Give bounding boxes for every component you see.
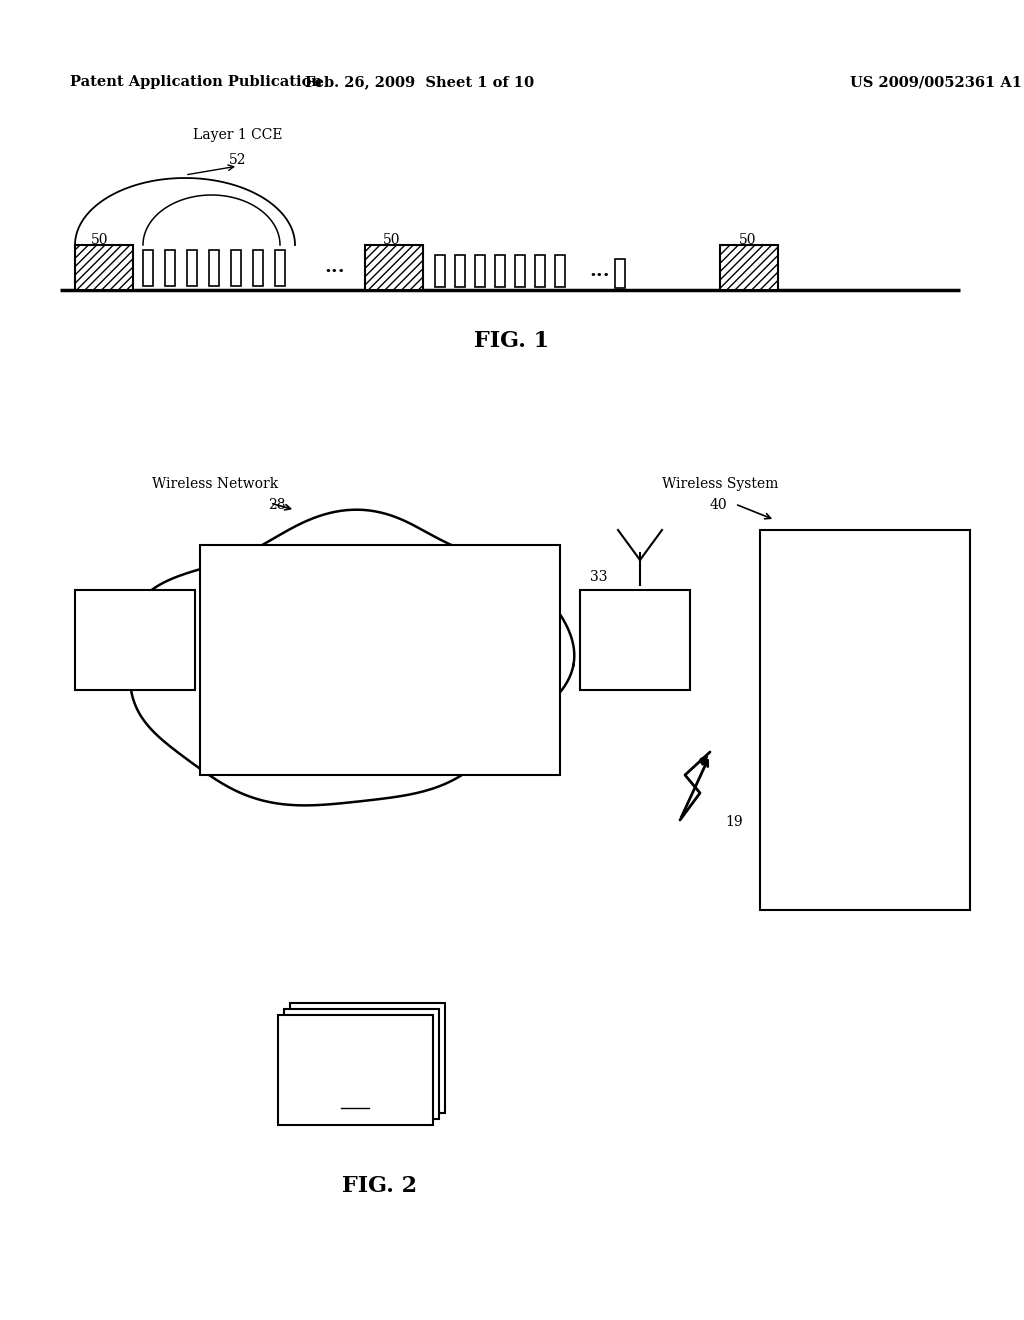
Text: Radio: Radio: [845, 756, 886, 771]
Text: 40: 40: [710, 498, 728, 512]
Text: Wireless System: Wireless System: [662, 477, 778, 491]
Text: 50: 50: [739, 234, 757, 247]
Bar: [165, 249, 175, 286]
Bar: [515, 255, 525, 286]
Text: FIG. 2: FIG. 2: [342, 1175, 418, 1197]
Text: 31: 31: [627, 648, 644, 663]
Text: 14: 14: [856, 801, 873, 814]
Bar: [615, 259, 625, 288]
Text: DRX: DRX: [120, 612, 151, 626]
Bar: [720, 246, 778, 290]
Text: 28: 28: [268, 498, 286, 512]
Bar: [209, 249, 219, 286]
Text: US 2009/0052361 A1: US 2009/0052361 A1: [850, 75, 1022, 88]
Text: 52: 52: [229, 153, 247, 168]
Bar: [365, 246, 423, 290]
Bar: [275, 249, 285, 286]
Bar: [290, 1003, 445, 1113]
Text: Patent Application Publication: Patent Application Publication: [70, 75, 322, 88]
Text: ...: ...: [590, 261, 610, 280]
Text: Semi-Persistent Scheduler: Semi-Persistent Scheduler: [287, 649, 474, 664]
Bar: [580, 590, 690, 690]
Bar: [187, 249, 197, 286]
Bar: [75, 246, 133, 290]
Text: 34: 34: [371, 672, 389, 686]
Text: Access: Access: [841, 652, 889, 667]
Bar: [75, 590, 195, 690]
Text: Dynamic Scheduler: Dynamic Scheduler: [311, 717, 450, 731]
Text: Mobile Device: Mobile Device: [810, 552, 921, 566]
Bar: [143, 249, 153, 286]
Text: FIG. 1: FIG. 1: [474, 330, 550, 352]
Text: Transceiver: Transceiver: [593, 620, 677, 634]
Text: 16: 16: [856, 875, 873, 888]
Text: Mobile: Mobile: [329, 1043, 382, 1057]
Bar: [365, 246, 423, 290]
Bar: [284, 1008, 439, 1119]
Text: ...: ...: [325, 257, 345, 276]
Text: Scheduler: Scheduler: [341, 573, 419, 587]
Text: 30: 30: [346, 1093, 364, 1107]
Text: 50: 50: [91, 234, 109, 247]
Bar: [455, 255, 465, 286]
Text: Manager: Manager: [834, 777, 897, 791]
Bar: [720, 246, 778, 290]
Bar: [253, 249, 263, 286]
Text: Devices: Devices: [325, 1067, 385, 1081]
Text: 12: 12: [856, 696, 873, 710]
Bar: [435, 255, 445, 286]
Text: 29: 29: [126, 657, 143, 672]
Text: Feb. 26, 2009  Sheet 1 of 10: Feb. 26, 2009 Sheet 1 of 10: [305, 75, 535, 88]
Text: Processor: Processor: [830, 853, 900, 867]
Text: 50: 50: [383, 234, 400, 247]
Bar: [495, 255, 505, 286]
Text: 32: 32: [372, 597, 389, 611]
Text: Wireless Network: Wireless Network: [152, 477, 279, 491]
Text: 10: 10: [856, 574, 873, 587]
Text: Radio: Radio: [845, 672, 886, 686]
Text: Controller: Controller: [98, 632, 171, 645]
Bar: [231, 249, 241, 286]
Bar: [760, 531, 970, 909]
Bar: [75, 246, 133, 290]
Bar: [200, 545, 560, 775]
Bar: [535, 255, 545, 286]
Bar: [475, 255, 485, 286]
Bar: [555, 255, 565, 286]
Text: 33: 33: [590, 570, 607, 583]
Text: 19: 19: [725, 814, 742, 829]
Bar: [278, 1015, 433, 1125]
Text: Wireless: Wireless: [835, 632, 895, 645]
Text: Layer 1 CCE: Layer 1 CCE: [194, 128, 283, 143]
Text: 36: 36: [372, 741, 389, 755]
